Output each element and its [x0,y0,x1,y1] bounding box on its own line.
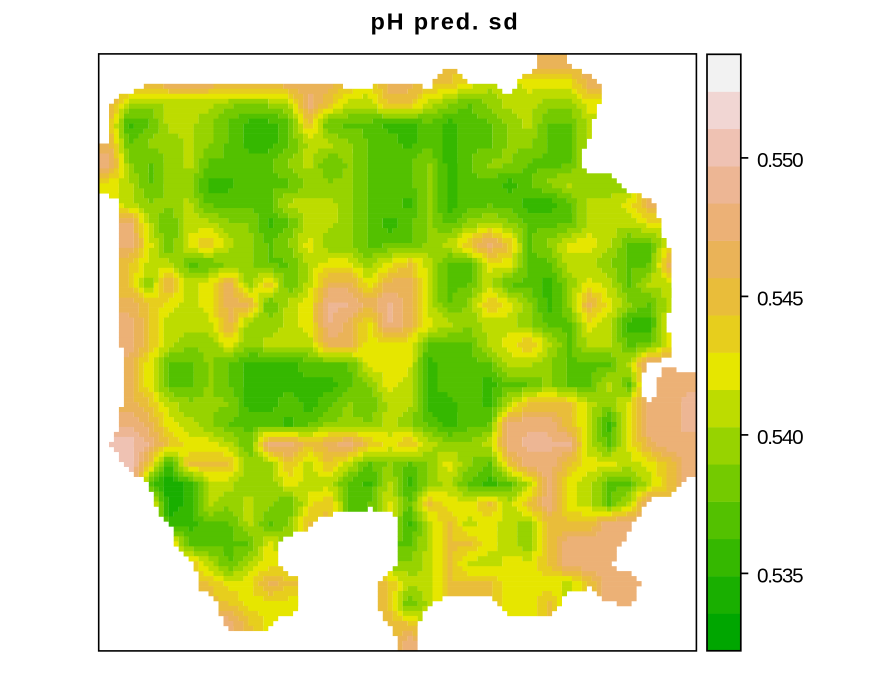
svg-text:0.540: 0.540 [757,426,803,449]
svg-text:0.535: 0.535 [757,565,803,588]
svg-text:pH pred. sd: pH pred. sd [370,9,519,35]
svg-text:0.545: 0.545 [757,288,803,311]
svg-text:0.550: 0.550 [757,149,803,172]
